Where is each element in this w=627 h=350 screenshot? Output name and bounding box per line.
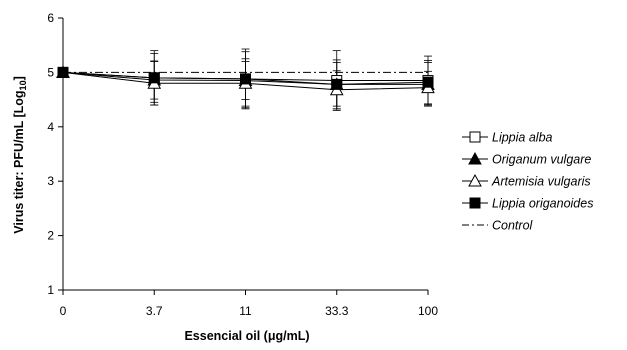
x-tick-label: 33.3	[325, 304, 349, 318]
legend-label: Artemisia vulgaris	[491, 175, 591, 189]
legend-item-lippia-alba: Lippia alba	[462, 131, 553, 145]
y-axis-title-sub: 10	[18, 80, 28, 90]
y-tick-label: 4	[47, 120, 54, 134]
legend-marker	[470, 198, 480, 208]
legend-label: Lippia alba	[492, 131, 553, 145]
legend-item-origanum-vulgare: Origanum vulgare	[462, 153, 591, 167]
legend-label: Lippia origanoides	[492, 197, 593, 211]
y-tick-label: 3	[47, 174, 54, 188]
axes	[58, 18, 428, 295]
y-axis-title: Virus titer: PFU/mL [Log10]	[12, 76, 28, 234]
tick-labels: 1 2 3 4 5 6 0 3.7 11 33.3 100	[47, 11, 438, 318]
legend-label: Origanum vulgare	[492, 153, 591, 167]
data-point	[58, 67, 68, 77]
y-axis-title-main: Virus titer: PFU/mL [Log	[12, 90, 26, 233]
y-axis-title-end: ]	[12, 76, 26, 80]
x-axis-title: Essencial oil (μg/mL)	[184, 329, 309, 343]
series-layer	[57, 49, 434, 110]
data-point	[423, 77, 433, 87]
legend-marker	[470, 132, 480, 142]
x-tick-label: 100	[418, 304, 438, 318]
y-tick-label: 1	[47, 283, 54, 297]
y-tick-label: 5	[47, 65, 54, 79]
legend-item-control: Control	[462, 219, 534, 233]
legend: Lippia alba Origanum vulgare Artemisia vul…	[462, 131, 593, 233]
x-tick-label: 11	[239, 304, 252, 318]
legend-label: Control	[492, 219, 534, 233]
y-tick-label: 2	[47, 229, 54, 243]
x-tick-label: 0	[60, 304, 67, 318]
x-tick-label: 3.7	[146, 304, 163, 318]
data-point	[332, 79, 342, 89]
y-tick-label: 6	[47, 11, 54, 25]
legend-item-artemisia-vulgaris: Artemisia vulgaris	[462, 175, 591, 189]
legend-item-lippia-origanoides: Lippia origanoides	[462, 197, 593, 211]
data-point	[241, 74, 251, 84]
data-point	[149, 73, 159, 83]
